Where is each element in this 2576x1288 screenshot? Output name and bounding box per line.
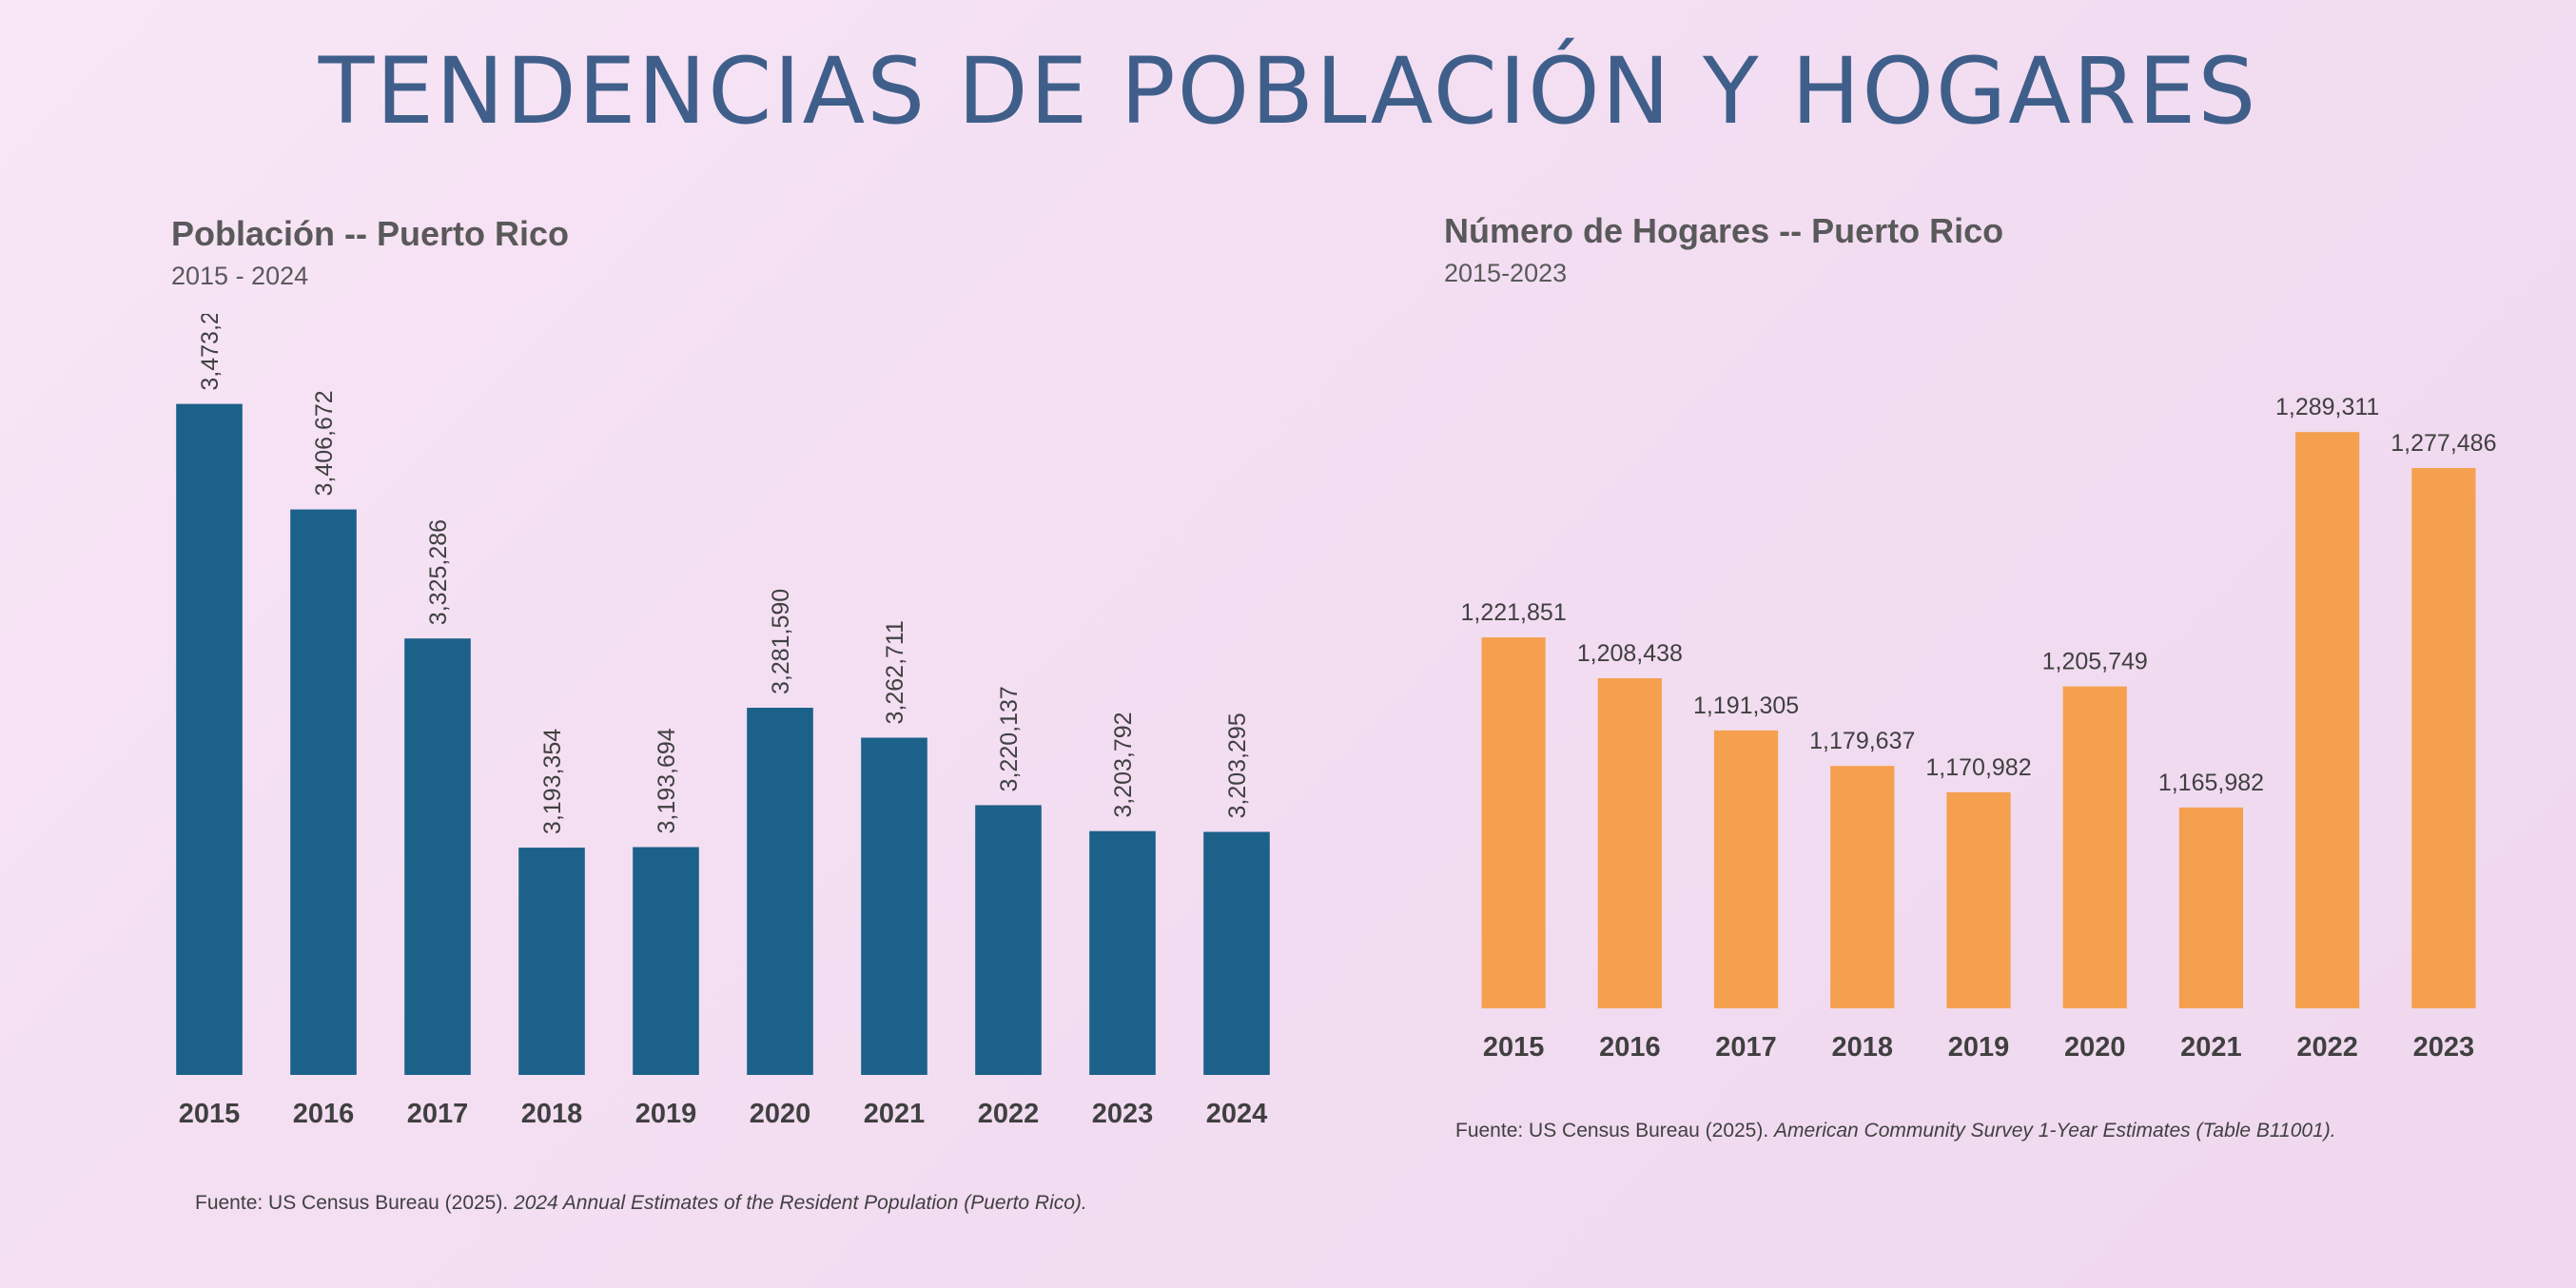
population-value-label-2017: 3,325,286 [425, 519, 452, 625]
households-bar-2015 [1481, 637, 1546, 1008]
population-bar-2015 [176, 403, 243, 1075]
population-category-label-2018: 2018 [521, 1099, 583, 1129]
population-bar-2023 [1089, 830, 1156, 1075]
population-bar-2018 [518, 848, 585, 1075]
population-value-label-2022: 3,220,137 [996, 686, 1023, 791]
population-source-title: 2024 Annual Estimates of the Resident Po… [514, 1192, 1087, 1214]
households-bar-2020 [2062, 686, 2127, 1008]
population-bar-2024 [1203, 831, 1270, 1075]
households-bar-2018 [1830, 766, 1895, 1008]
population-value-label-2024: 3,203,295 [1224, 712, 1251, 818]
households-category-label-2015: 2015 [1483, 1032, 1545, 1063]
population-value-label-2023: 3,203,792 [1110, 712, 1137, 817]
population-value-label-2019: 3,193,694 [654, 728, 680, 833]
households-value-label-2019: 1,170,982 [1925, 754, 2031, 781]
population-category-label-2024: 2024 [1206, 1099, 1268, 1129]
households-source: Fuente: US Census Bureau (2025). America… [1455, 1120, 2336, 1142]
population-category-label-2016: 2016 [293, 1099, 355, 1129]
population-chart-title: Población -- Puerto Rico [171, 214, 570, 253]
population-category-label-2022: 2022 [978, 1099, 1040, 1129]
population-bar-2020 [747, 708, 813, 1075]
population-bar-2021 [861, 737, 927, 1075]
population-source-prefix: Fuente: US Census Bureau (2025). [195, 1192, 515, 1214]
households-value-label-2023: 1,277,486 [2391, 430, 2496, 457]
population-bar-2019 [633, 847, 699, 1075]
population-value-label-2018: 3,193,354 [539, 729, 566, 834]
households-category-label-2016: 2016 [1599, 1032, 1661, 1063]
households-value-label-2017: 1,191,305 [1693, 693, 1799, 719]
households-category-label-2017: 2017 [1715, 1032, 1777, 1063]
population-category-label-2021: 2021 [864, 1099, 926, 1129]
households-bar-2016 [1597, 677, 1662, 1008]
households-source-title: American Community Survey 1-Year Estimat… [1774, 1120, 2336, 1142]
households-value-label-2020: 1,205,749 [2042, 649, 2148, 675]
households-category-label-2019: 2019 [1948, 1032, 2010, 1063]
households-bar-2022 [2295, 432, 2360, 1008]
population-category-label-2015: 2015 [179, 1099, 241, 1129]
population-value-label-2021: 3,262,711 [882, 620, 908, 724]
households-bar-2021 [2178, 807, 2244, 1008]
households-category-label-2022: 2022 [2296, 1032, 2358, 1063]
households-value-label-2022: 1,289,311 [2275, 394, 2379, 420]
households-value-label-2021: 1,165,982 [2158, 770, 2264, 796]
households-bar-2019 [1946, 791, 2011, 1008]
households-value-label-2015: 1,221,851 [1461, 599, 1567, 626]
population-category-label-2019: 2019 [635, 1099, 697, 1129]
population-category-label-2017: 2017 [407, 1099, 469, 1129]
population-bar-2017 [404, 638, 471, 1075]
households-chart-title: Número de Hogares -- Puerto Rico [1444, 211, 2004, 250]
population-bar-chart: 3,473,232 2015 3,406,672 2016 3,325,286 2017 3… [176, 314, 1270, 1129]
population-bar-2016 [290, 509, 357, 1075]
population-source: Fuente: US Census Bureau (2025). 2024 An… [195, 1192, 1087, 1215]
households-value-label-2016: 1,208,438 [1577, 640, 1683, 667]
households-source-prefix: Fuente: US Census Bureau (2025). [1455, 1120, 1775, 1142]
households-bar-chart: 1,221,851 2015 1,208,438 2016 1,191,305 2017 1… [1461, 394, 2497, 1063]
population-value-label-2020: 3,281,590 [768, 589, 794, 694]
households-chart-subtitle: 2015-2023 [1444, 259, 1568, 287]
households-bar-2023 [2411, 468, 2476, 1008]
population-value-label-2016: 3,406,672 [311, 390, 338, 496]
population-value-label-2015: 3,473,232 [197, 314, 224, 391]
slide-title: TENDENCIAS DE POBLACIÓN Y HOGARES [318, 38, 2258, 145]
population-category-label-2020: 2020 [750, 1099, 811, 1129]
households-category-label-2021: 2021 [2180, 1032, 2242, 1063]
households-value-label-2018: 1,179,637 [1809, 728, 1915, 754]
households-category-label-2023: 2023 [2413, 1032, 2475, 1063]
households-bar-2017 [1713, 730, 1779, 1008]
population-chart-subtitle: 2015 - 2024 [171, 262, 309, 290]
population-bar-2022 [975, 805, 1042, 1075]
households-category-label-2018: 2018 [1832, 1032, 1894, 1063]
population-category-label-2023: 2023 [1092, 1099, 1154, 1129]
households-category-label-2020: 2020 [2064, 1032, 2126, 1063]
